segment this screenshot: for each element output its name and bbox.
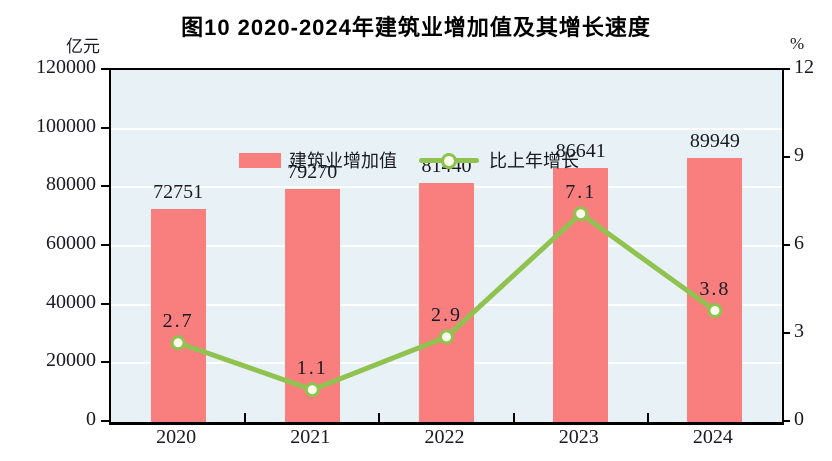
growth-value-label-2020: 2.7: [162, 309, 194, 332]
left-axis-tick-60000: [101, 244, 109, 246]
growth-marker-2024: [707, 303, 723, 319]
left-axis-label-80000: 80000: [46, 173, 96, 196]
left-axis-tick-120000: [101, 68, 109, 70]
chart-legend: 建筑业增加值 比上年增长: [239, 149, 601, 171]
right-axis-tick-3: [782, 332, 790, 334]
growth-marker-2023: [573, 206, 589, 222]
left-axis-unit-label: 亿元: [66, 37, 100, 56]
bar-value-label-2023: 86641: [555, 139, 606, 162]
growth-value-label-2021: 1.1: [296, 356, 328, 379]
right-axis-unit-label: %: [790, 34, 805, 53]
bar-2020: [150, 208, 206, 422]
growth-marker-2020: [170, 335, 186, 351]
left-axis-label-60000: 60000: [46, 232, 96, 254]
left-axis-tick-0: [101, 420, 109, 422]
x-axis-label-2021: 2021: [290, 426, 331, 448]
x-axis-label-2022: 2022: [424, 426, 465, 448]
line-legend-sample: [419, 151, 479, 169]
right-axis-label-6: 6: [794, 232, 804, 254]
bar-value-label-2024: 89949: [689, 130, 740, 153]
left-axis-label-100000: 100000: [36, 114, 96, 137]
left-axis-label-20000: 20000: [46, 349, 96, 372]
right-axis-label-12: 12: [794, 56, 814, 78]
right-axis-tick-0: [782, 420, 790, 422]
growth-value-label-2022: 2.9: [431, 303, 462, 326]
bar-value-label-2021: 79270: [287, 161, 338, 184]
bar-legend-label: 建筑业增加值: [289, 151, 397, 171]
right-axis-label-3: 3: [794, 320, 804, 342]
x-axis-tick-2: [378, 413, 381, 422]
growth-marker-2022: [439, 329, 454, 345]
growth-line-layer: [170, 206, 723, 398]
right-axis-label-0: 0: [794, 408, 804, 430]
left-axis-tick-20000: [101, 361, 109, 364]
growth-value-label-2023: 7.1: [565, 180, 597, 203]
left-axis-label-40000: 40000: [46, 290, 96, 313]
right-axis-label-9: 9: [794, 144, 804, 166]
x-axis-tick-4: [646, 413, 649, 422]
plot-canvas: 72751792708144086641899492.71.12.97.13.8: [111, 70, 782, 422]
x-axis-label-2024: 2024: [692, 426, 733, 448]
bar-value-label-2020: 72751: [153, 180, 204, 203]
plot-area: 72751792708144086641899492.71.12.97.13.8…: [109, 68, 784, 425]
x-axis-tick-3: [512, 413, 515, 422]
right-axis-tick-6: [782, 244, 790, 246]
gridline-100000: [111, 127, 782, 130]
right-axis-tick-12: [782, 68, 790, 70]
x-axis-label-2023: 2023: [558, 426, 599, 448]
bar-2024: [687, 158, 743, 422]
x-axis-tick-1: [244, 413, 247, 422]
bar-legend-swatch: [239, 152, 281, 168]
left-axis-tick-40000: [101, 302, 109, 305]
line-legend-marker-icon: [441, 153, 457, 169]
left-axis-tick-100000: [101, 126, 109, 129]
growth-marker-2021: [304, 382, 320, 398]
right-axis-tick-9: [782, 156, 790, 158]
chart-title: 图10 2020-2024年建筑业增加值及其增长速度: [181, 15, 651, 40]
left-axis-label-0: 0: [86, 408, 96, 430]
left-axis-tick-80000: [101, 185, 109, 188]
x-axis-label-2020: 2020: [156, 426, 197, 448]
line-legend-label: 比上年增长: [489, 151, 579, 171]
growth-value-label-2024: 3.8: [699, 277, 731, 300]
bar-2022: [419, 183, 474, 422]
left-axis-label-120000: 120000: [36, 56, 96, 78]
